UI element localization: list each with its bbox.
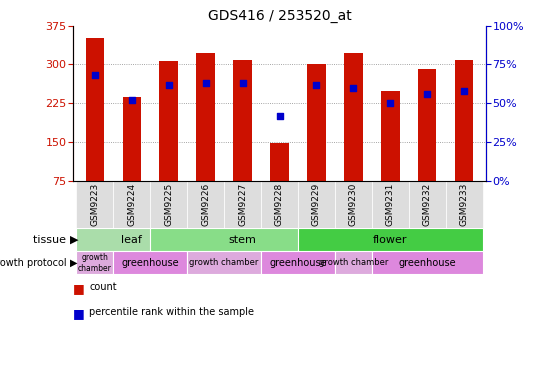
Point <box>238 80 247 86</box>
Text: ▶: ▶ <box>70 235 78 244</box>
Point <box>459 88 468 94</box>
Bar <box>159 61 178 181</box>
Point <box>275 113 284 119</box>
Text: tissue: tissue <box>34 235 70 244</box>
Point <box>423 91 432 97</box>
Bar <box>307 64 326 181</box>
Bar <box>122 97 141 181</box>
Bar <box>298 181 335 228</box>
Text: growth
chamber: growth chamber <box>78 253 112 273</box>
Bar <box>113 181 150 228</box>
Text: leaf: leaf <box>121 235 142 244</box>
Text: count: count <box>89 282 117 292</box>
Text: greenhouse: greenhouse <box>121 258 179 268</box>
Text: GSM9226: GSM9226 <box>201 183 210 226</box>
Text: ■: ■ <box>73 282 84 295</box>
Bar <box>187 251 261 274</box>
Point <box>349 85 358 91</box>
Point <box>386 100 395 106</box>
Bar <box>344 53 363 181</box>
Text: GSM9225: GSM9225 <box>164 183 173 226</box>
Bar <box>409 181 446 228</box>
Bar <box>261 251 335 274</box>
Text: greenhouse: greenhouse <box>399 258 456 268</box>
Bar <box>335 181 372 228</box>
Text: ▶: ▶ <box>70 258 77 268</box>
Text: GSM9229: GSM9229 <box>312 183 321 226</box>
Bar <box>77 181 113 228</box>
Text: ■: ■ <box>73 307 84 321</box>
Text: stem: stem <box>229 235 257 244</box>
Point <box>164 82 173 87</box>
Bar <box>196 53 215 181</box>
Point <box>312 82 321 87</box>
Bar <box>270 143 289 181</box>
Title: GDS416 / 253520_at: GDS416 / 253520_at <box>207 9 352 23</box>
Bar <box>381 92 400 181</box>
Text: growth chamber: growth chamber <box>319 258 388 267</box>
Bar <box>77 228 187 251</box>
Bar <box>298 228 482 251</box>
Point <box>201 80 210 86</box>
Bar <box>372 181 409 228</box>
Point <box>127 97 136 103</box>
Bar <box>224 181 261 228</box>
Bar <box>77 251 113 274</box>
Point <box>91 72 100 78</box>
Text: GSM9227: GSM9227 <box>238 183 247 226</box>
Text: flower: flower <box>373 235 408 244</box>
Bar <box>86 38 104 181</box>
Bar <box>446 181 482 228</box>
Text: GSM9230: GSM9230 <box>349 183 358 226</box>
Text: GSM9223: GSM9223 <box>91 183 100 226</box>
Text: growth chamber: growth chamber <box>190 258 259 267</box>
Bar <box>455 60 473 181</box>
Text: GSM9228: GSM9228 <box>275 183 284 226</box>
Bar <box>261 181 298 228</box>
Bar <box>372 251 482 274</box>
Bar <box>150 181 187 228</box>
Bar <box>113 251 187 274</box>
Text: GSM9233: GSM9233 <box>459 183 468 226</box>
Bar <box>233 60 252 181</box>
Bar <box>418 68 437 181</box>
Bar <box>187 181 224 228</box>
Text: GSM9231: GSM9231 <box>386 183 395 226</box>
Text: GSM9232: GSM9232 <box>423 183 432 226</box>
Text: greenhouse: greenhouse <box>269 258 327 268</box>
Bar <box>150 228 335 251</box>
Bar <box>335 251 372 274</box>
Text: growth protocol: growth protocol <box>0 258 70 268</box>
Text: percentile rank within the sample: percentile rank within the sample <box>89 307 254 317</box>
Text: GSM9224: GSM9224 <box>127 183 136 226</box>
